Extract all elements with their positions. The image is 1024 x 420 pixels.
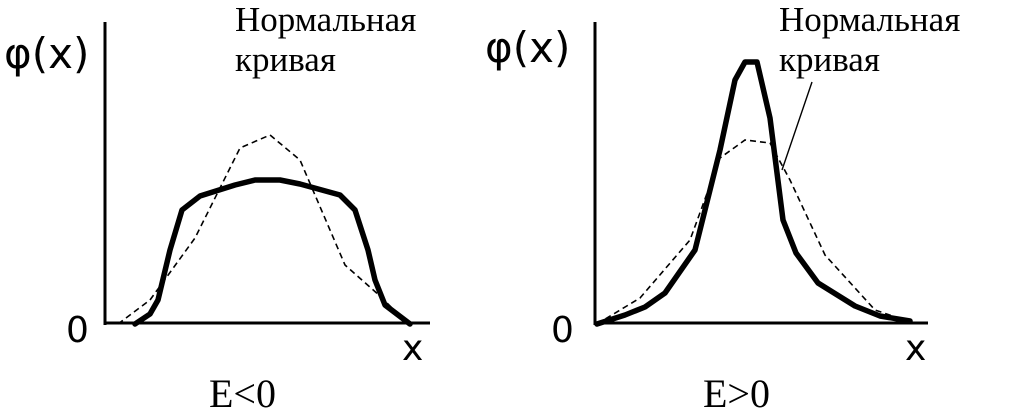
left-panel: φ(x) 0 x Нормальная кривая E<0 <box>4 0 430 416</box>
left-caption: E<0 <box>209 371 276 416</box>
right-distorted-curve <box>594 59 913 327</box>
right-caption: E>0 <box>703 371 770 416</box>
right-normal-curve <box>596 139 911 325</box>
right-panel: φ(x) 0 x Нормальная кривая E>0 <box>485 0 960 416</box>
right-y-axis-label: φ(x) <box>485 23 570 72</box>
right-curve-label-leader <box>781 81 813 171</box>
left-curve-label-line1: Нормальная <box>235 0 416 39</box>
right-curve-label-line2: кривая <box>779 40 880 79</box>
right-origin-label: 0 <box>551 310 574 351</box>
left-y-axis-label: φ(x) <box>4 29 89 78</box>
right-curve-label-line1: Нормальная <box>779 0 960 39</box>
left-origin-label: 0 <box>66 310 89 351</box>
left-distorted-curve <box>132 177 413 327</box>
left-normal-curve <box>117 134 413 325</box>
left-x-axis-label: x <box>402 328 423 369</box>
right-x-axis-label: x <box>905 328 926 369</box>
left-curve-label-line2: кривая <box>235 40 336 79</box>
